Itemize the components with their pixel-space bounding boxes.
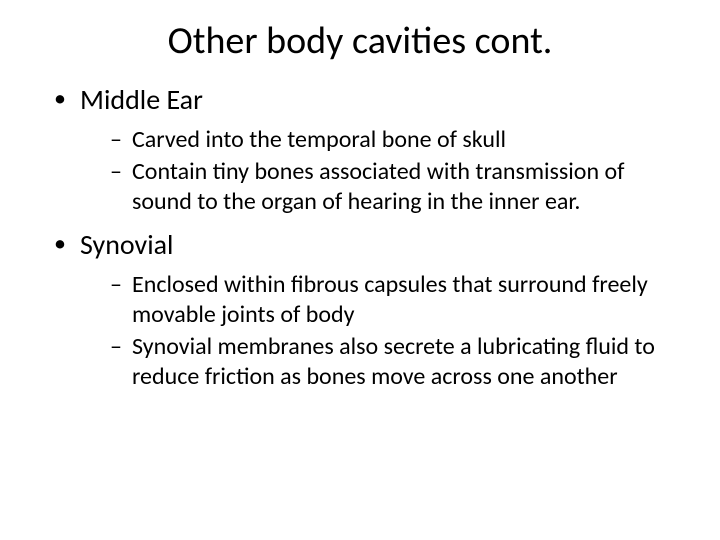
bullet-item: Middle Ear Carved into the temporal bone… [54, 82, 672, 217]
sub-bullet-item: Carved into the temporal bone of skull [110, 125, 672, 155]
bullet-item: Synovial Enclosed within fibrous capsule… [54, 227, 672, 392]
sub-bullet-list: Carved into the temporal bone of skull C… [80, 125, 672, 217]
bullet-label: Synovial [80, 227, 173, 262]
sub-bullet-item: Enclosed within fibrous capsules that su… [110, 270, 672, 330]
sub-bullet-item: Synovial membranes also secrete a lubric… [110, 332, 672, 392]
bullet-label: Middle Ear [80, 82, 203, 117]
slide: Other body cavities cont. Middle Ear Car… [0, 0, 720, 540]
sub-bullet-list: Enclosed within fibrous capsules that su… [80, 270, 672, 392]
slide-title: Other body cavities cont. [48, 18, 672, 64]
sub-bullet-item: Contain tiny bones associated with trans… [110, 157, 672, 217]
bullet-list: Middle Ear Carved into the temporal bone… [48, 82, 672, 392]
